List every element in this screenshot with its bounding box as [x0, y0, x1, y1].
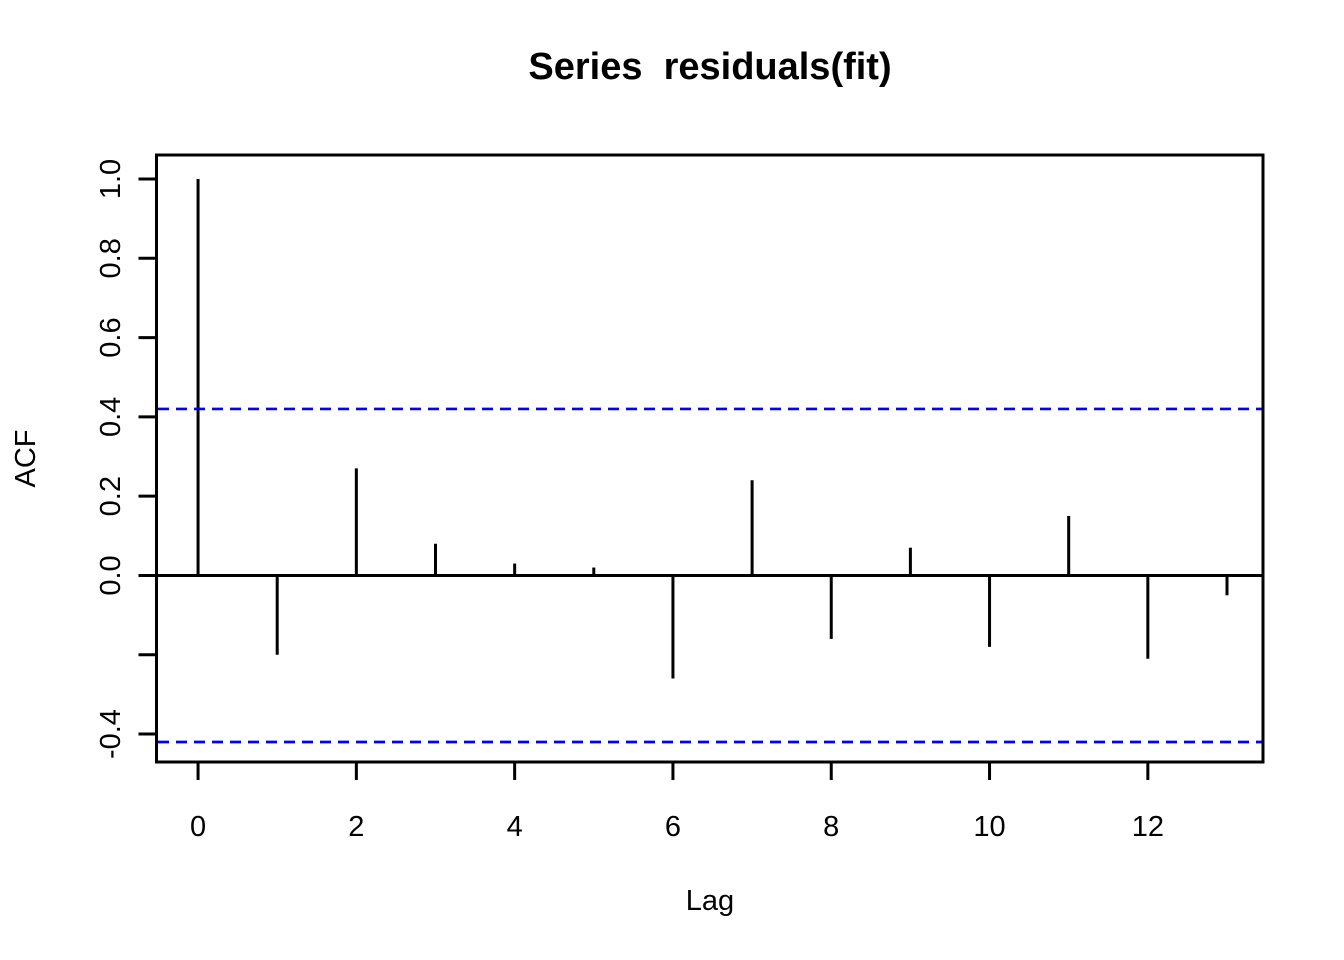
plot-border-box — [155, 153, 1265, 764]
x-tick-label-2: 2 — [348, 811, 364, 843]
x-tick-label-4: 4 — [507, 811, 523, 843]
x-tick-label-0: 0 — [190, 811, 206, 843]
x-axis-label: Lag — [686, 885, 734, 917]
y-tick-label-0.2: 0.2 — [95, 476, 127, 516]
x-tick-label-12: 12 — [1132, 811, 1164, 843]
x-tick-label-6: 6 — [665, 811, 681, 843]
x-tick-label-8: 8 — [823, 811, 839, 843]
y-tick-label-0.8: 0.8 — [95, 238, 127, 278]
chart-title: Series residuals(fit) — [528, 46, 891, 88]
y-tick-label-0: 0.0 — [95, 555, 127, 595]
y-tick-label--0.4: -0.4 — [95, 709, 127, 759]
y-tick-label-1: 1.0 — [95, 159, 127, 199]
x-tick-label-10: 10 — [973, 811, 1005, 843]
y-tick-label-0.4: 0.4 — [95, 397, 127, 437]
plot-layer: 0 2 4 6 8 10 12 1.0 0.8 0.6 0.4 0.2 0.0 -0.4 — [95, 153, 1265, 843]
y-tick-label-0.6: 0.6 — [95, 317, 127, 357]
y-axis-label: ACF — [10, 430, 42, 488]
